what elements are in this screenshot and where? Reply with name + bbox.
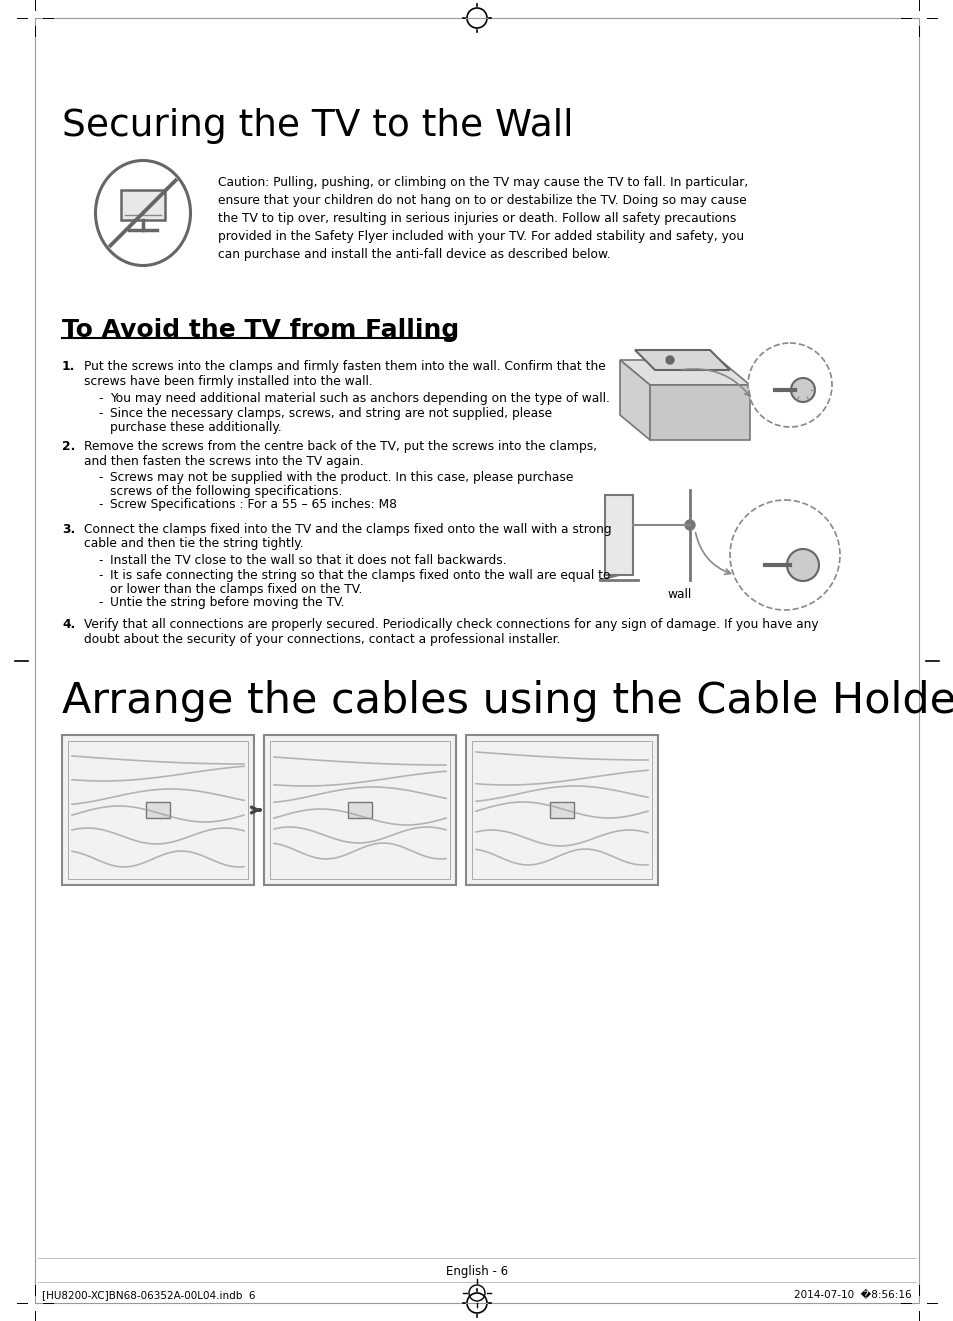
Text: Caution: Pulling, pushing, or climbing on the TV may cause the TV to fall. In pa: Caution: Pulling, pushing, or climbing o… (218, 176, 747, 189)
FancyBboxPatch shape (264, 734, 456, 885)
Text: 2014-07-10  �8:56:16: 2014-07-10 �8:56:16 (794, 1291, 911, 1300)
Text: -: - (98, 392, 102, 406)
Text: Since the necessary clamps, screws, and string are not supplied, please: Since the necessary clamps, screws, and … (110, 407, 552, 420)
Polygon shape (649, 384, 749, 440)
Text: 4.: 4. (62, 618, 75, 631)
FancyBboxPatch shape (146, 802, 170, 818)
Polygon shape (619, 361, 649, 440)
Text: -: - (98, 569, 102, 583)
Text: provided in the Safety Flyer included with your TV. For added stability and safe: provided in the Safety Flyer included wi… (218, 230, 743, 243)
FancyBboxPatch shape (604, 495, 633, 575)
Circle shape (786, 550, 818, 581)
Text: Remove the screws from the centre back of the TV, put the screws into the clamps: Remove the screws from the centre back o… (84, 440, 597, 453)
Polygon shape (635, 350, 729, 370)
Text: It is safe connecting the string so that the clamps fixed onto the wall are equa: It is safe connecting the string so that… (110, 569, 610, 583)
Text: Screw Specifications : For a 55 – 65 inches: M8: Screw Specifications : For a 55 – 65 inc… (110, 498, 396, 511)
FancyBboxPatch shape (348, 802, 372, 818)
Text: -: - (98, 498, 102, 511)
Text: [HU8200-XC]BN68-06352A-00L04.indb  6: [HU8200-XC]BN68-06352A-00L04.indb 6 (42, 1291, 255, 1300)
Text: Untie the string before moving the TV.: Untie the string before moving the TV. (110, 596, 344, 609)
FancyBboxPatch shape (550, 802, 574, 818)
Text: You may need additional material such as anchors depending on the type of wall.: You may need additional material such as… (110, 392, 609, 406)
FancyBboxPatch shape (62, 734, 253, 885)
Text: 1.: 1. (62, 361, 75, 373)
Text: To Avoid the TV from Falling: To Avoid the TV from Falling (62, 318, 458, 342)
Text: screws of the following specifications.: screws of the following specifications. (110, 485, 342, 498)
Text: Put the screws into the clamps and firmly fasten them into the wall. Confirm tha: Put the screws into the clamps and firml… (84, 361, 605, 373)
Text: Verify that all connections are properly secured. Periodically check connections: Verify that all connections are properly… (84, 618, 818, 631)
Text: 3.: 3. (62, 523, 75, 536)
Circle shape (684, 520, 695, 530)
Text: purchase these additionally.: purchase these additionally. (110, 420, 281, 433)
Text: screws have been firmly installed into the wall.: screws have been firmly installed into t… (84, 374, 373, 387)
Polygon shape (619, 361, 749, 384)
Text: -: - (98, 553, 102, 567)
FancyBboxPatch shape (465, 734, 658, 885)
Text: Securing the TV to the Wall: Securing the TV to the Wall (62, 108, 573, 144)
Text: Arrange the cables using the Cable Holder: Arrange the cables using the Cable Holde… (62, 680, 953, 723)
Text: cable and then tie the string tightly.: cable and then tie the string tightly. (84, 538, 303, 551)
Text: 2.: 2. (62, 440, 75, 453)
Circle shape (747, 343, 831, 427)
Circle shape (729, 501, 840, 610)
Text: and then fasten the screws into the TV again.: and then fasten the screws into the TV a… (84, 454, 363, 468)
Text: ensure that your children do not hang on to or destabilize the TV. Doing so may : ensure that your children do not hang on… (218, 194, 746, 207)
Text: English - 6: English - 6 (445, 1266, 508, 1277)
Ellipse shape (95, 160, 191, 266)
Text: -: - (98, 407, 102, 420)
Text: -: - (98, 596, 102, 609)
Text: Screws may not be supplied with the product. In this case, please purchase: Screws may not be supplied with the prod… (110, 472, 573, 483)
Circle shape (790, 378, 814, 402)
Text: wall: wall (667, 588, 691, 601)
Circle shape (665, 355, 673, 365)
Text: doubt about the security of your connections, contact a professional installer.: doubt about the security of your connect… (84, 633, 560, 646)
FancyBboxPatch shape (121, 190, 165, 221)
Text: or lower than the clamps fixed on the TV.: or lower than the clamps fixed on the TV… (110, 583, 362, 596)
Text: -: - (98, 472, 102, 483)
Text: can purchase and install the anti-fall device as described below.: can purchase and install the anti-fall d… (218, 248, 610, 262)
Text: Connect the clamps fixed into the TV and the clamps fixed onto the wall with a s: Connect the clamps fixed into the TV and… (84, 523, 611, 536)
Text: the TV to tip over, resulting in serious injuries or death. Follow all safety pr: the TV to tip over, resulting in serious… (218, 211, 736, 225)
Text: Install the TV close to the wall so that it does not fall backwards.: Install the TV close to the wall so that… (110, 553, 506, 567)
